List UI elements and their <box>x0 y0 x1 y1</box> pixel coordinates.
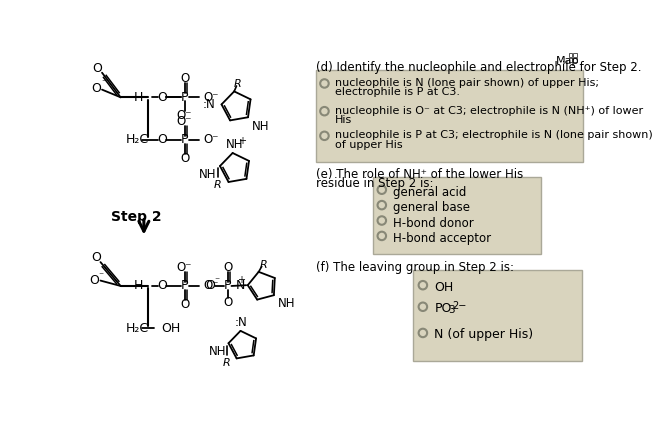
Text: O: O <box>157 91 166 104</box>
Text: P: P <box>181 91 189 104</box>
Text: O: O <box>224 261 233 274</box>
Text: Step 2: Step 2 <box>111 210 162 224</box>
FancyBboxPatch shape <box>413 270 582 361</box>
Text: O: O <box>92 62 102 75</box>
Text: P: P <box>181 133 189 146</box>
Text: R: R <box>223 358 231 368</box>
Text: O⁻: O⁻ <box>204 279 219 293</box>
Text: NH: NH <box>198 167 216 181</box>
Text: (d) Identify the nucleophile and electrophile for Step 2.: (d) Identify the nucleophile and electro… <box>316 61 641 74</box>
Text: (f) The leaving group in Step 2 is:: (f) The leaving group in Step 2 is: <box>316 261 514 273</box>
Text: NH: NH <box>225 138 243 151</box>
Text: H₂C: H₂C <box>126 322 149 335</box>
Text: PO: PO <box>434 302 452 315</box>
Text: R: R <box>259 260 267 270</box>
Text: :N: :N <box>234 316 247 329</box>
FancyBboxPatch shape <box>316 69 584 162</box>
Text: ⁻: ⁻ <box>214 276 219 286</box>
Text: general acid: general acid <box>394 186 467 199</box>
Text: :N: :N <box>202 98 215 111</box>
Text: O: O <box>91 251 101 264</box>
Text: O: O <box>180 152 189 165</box>
Text: general base: general base <box>394 201 470 214</box>
Text: nucleophile is P at C3; electrophile is N (lone pair shown): nucleophile is P at C3; electrophile is … <box>335 130 652 141</box>
Text: O⁻: O⁻ <box>176 115 192 128</box>
Text: O⁻: O⁻ <box>204 133 219 146</box>
Text: H₂C: H₂C <box>126 133 149 146</box>
Text: N: N <box>236 279 246 292</box>
Text: (e) The role of NH⁺ of the lower His: (e) The role of NH⁺ of the lower His <box>316 168 523 181</box>
Text: P: P <box>224 279 231 293</box>
Text: O: O <box>92 82 102 95</box>
Text: O⁻: O⁻ <box>176 109 192 122</box>
Text: NH: NH <box>278 297 295 311</box>
Text: NH: NH <box>209 345 226 358</box>
Text: O: O <box>223 296 233 309</box>
Text: His: His <box>335 115 352 125</box>
Text: O⁻: O⁻ <box>204 91 219 104</box>
Text: O: O <box>180 298 189 311</box>
Text: O: O <box>157 133 166 146</box>
Text: +: + <box>237 275 246 285</box>
Text: N (of upper His): N (of upper His) <box>434 328 534 341</box>
Text: ⁻: ⁻ <box>101 78 106 89</box>
Text: OH: OH <box>434 281 454 294</box>
Text: P: P <box>181 279 189 293</box>
Text: H: H <box>134 279 143 293</box>
Text: +: + <box>238 136 246 147</box>
Text: H: H <box>134 91 143 104</box>
Text: nucleophile is O⁻ at C3; electrophile is N (NH⁺) of lower: nucleophile is O⁻ at C3; electrophile is… <box>335 106 643 116</box>
Text: R: R <box>214 180 221 190</box>
Text: ⁻: ⁻ <box>99 271 103 281</box>
Text: 2−: 2− <box>453 301 467 311</box>
FancyBboxPatch shape <box>373 177 542 254</box>
Text: NH: NH <box>252 120 269 133</box>
Text: R: R <box>234 80 242 89</box>
Text: O⁻: O⁻ <box>176 261 192 274</box>
Text: H-bond donor: H-bond donor <box>394 217 474 230</box>
Text: H-bond acceptor: H-bond acceptor <box>394 232 491 245</box>
Text: of upper His: of upper His <box>335 140 402 150</box>
Text: nucleophile is N (lone pair shown) of upper His;: nucleophile is N (lone pair shown) of up… <box>335 78 599 88</box>
Text: OH: OH <box>162 322 181 335</box>
Text: O: O <box>89 274 99 287</box>
Text: 3: 3 <box>449 305 455 315</box>
Text: O: O <box>157 279 166 293</box>
Text: electrophile is P at C3.: electrophile is P at C3. <box>335 87 460 97</box>
Text: Map: Map <box>556 56 580 66</box>
Text: residue in Step 2 is:: residue in Step 2 is: <box>316 177 434 190</box>
Text: O: O <box>206 279 215 293</box>
Text: O: O <box>180 72 189 85</box>
